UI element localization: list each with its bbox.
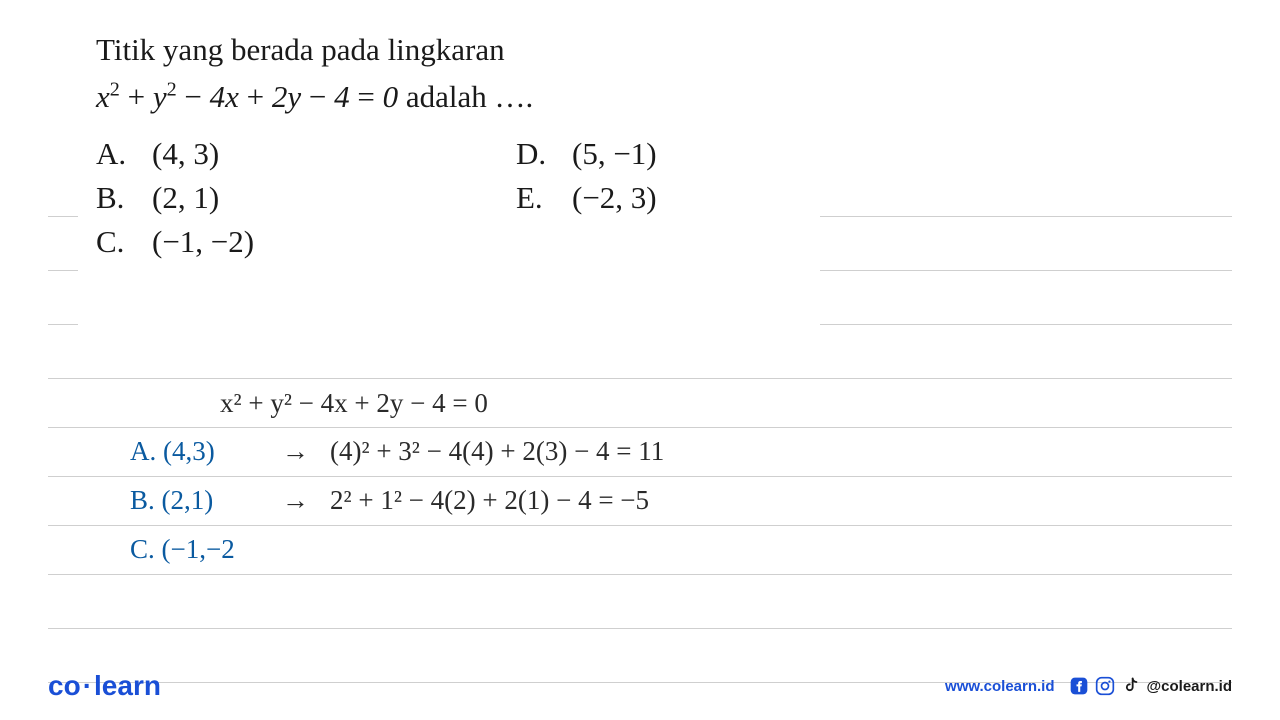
option-a: A. (4, 3) xyxy=(96,136,476,172)
handwritten-b-arrow: → xyxy=(282,485,309,516)
option-a-letter: A. xyxy=(96,136,152,172)
option-d-letter: D. xyxy=(516,136,572,172)
website-url: www.colearn.id xyxy=(945,678,1054,695)
ruled-line-full xyxy=(48,476,1232,477)
ruled-paper-area xyxy=(0,190,1280,660)
ruled-line-partial-left xyxy=(48,216,78,217)
ruled-line-full xyxy=(48,525,1232,526)
ruled-line-partial-right xyxy=(820,270,1232,271)
facebook-icon xyxy=(1069,676,1089,696)
handwritten-equation: x² + y² − 4x + 2y − 4 = 0 xyxy=(220,388,488,419)
ruled-line-partial-right xyxy=(820,324,1232,325)
logo-learn: learn xyxy=(94,670,161,701)
ruled-line-partial-right xyxy=(820,216,1232,217)
handwritten-b-label: B. (2,1) xyxy=(130,485,213,516)
option-d-value: (5, −1) xyxy=(572,136,657,172)
handwritten-a-arrow: → xyxy=(282,436,309,467)
footer-right-group: www.colearn.id @colearn.id xyxy=(945,676,1232,696)
handwritten-c-label: C. (−1,−2 xyxy=(130,534,235,565)
handwritten-b-calc: 2² + 1² − 4(2) + 2(1) − 4 = −5 xyxy=(330,485,649,516)
ruled-line-partial-left xyxy=(48,270,78,271)
ruled-line-full xyxy=(48,574,1232,575)
option-a-value: (4, 3) xyxy=(152,136,219,172)
option-d: D. (5, −1) xyxy=(516,136,896,172)
ruled-line-partial-left xyxy=(48,324,78,325)
instagram-icon xyxy=(1095,676,1115,696)
tiktok-icon xyxy=(1121,676,1141,696)
logo-dot: · xyxy=(83,670,92,701)
footer-bar: co·learn www.colearn.id @colearn.id xyxy=(0,670,1280,702)
brand-logo: co·learn xyxy=(48,670,161,702)
social-handle: @colearn.id xyxy=(1147,678,1232,695)
social-icons-group: @colearn.id xyxy=(1069,676,1232,696)
handwritten-a-label: A. (4,3) xyxy=(130,436,215,467)
logo-co: co xyxy=(48,670,81,701)
ruled-line-full xyxy=(48,378,1232,379)
question-equation: x2 + y2 − 4x + 2y − 4 = 0 adalah …. xyxy=(96,75,1200,120)
ruled-line-full xyxy=(48,427,1232,428)
handwritten-a-calc: (4)² + 3² − 4(4) + 2(3) − 4 = 11 xyxy=(330,436,664,467)
ruled-line-full xyxy=(48,628,1232,629)
question-text-line1: Titik yang berada pada lingkaran xyxy=(96,28,1200,73)
